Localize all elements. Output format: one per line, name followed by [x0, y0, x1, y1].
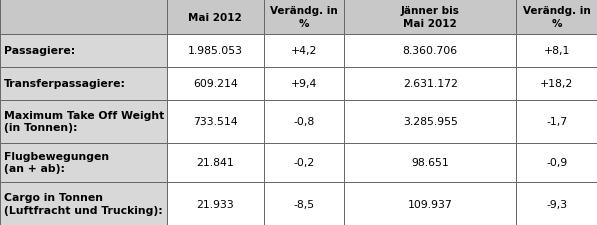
Bar [167, 100, 263, 143]
Text: 609.214: 609.214 [193, 79, 238, 89]
Text: -8,5: -8,5 [293, 199, 315, 209]
Text: 98.651: 98.651 [411, 158, 449, 168]
Bar [263, 0, 344, 35]
Text: Verändg. in
%: Verändg. in % [523, 6, 590, 29]
Text: 21.841: 21.841 [196, 158, 234, 168]
Bar [263, 68, 344, 100]
Text: Verändg. in
%: Verändg. in % [270, 6, 338, 29]
Bar [344, 182, 516, 225]
Text: +4,2: +4,2 [291, 46, 317, 56]
Bar [263, 35, 344, 68]
Text: Transferpassagiere:: Transferpassagiere: [4, 79, 125, 89]
Bar [167, 143, 263, 182]
Text: +9,4: +9,4 [291, 79, 317, 89]
Bar [344, 68, 516, 100]
Text: 109.937: 109.937 [408, 199, 453, 209]
Bar [344, 0, 516, 35]
Bar [0, 182, 167, 225]
Bar [0, 35, 167, 68]
Bar [263, 182, 344, 225]
Bar [263, 143, 344, 182]
Bar [516, 100, 597, 143]
Bar [167, 68, 263, 100]
Bar [516, 68, 597, 100]
Bar [516, 0, 597, 35]
Bar [167, 35, 263, 68]
Text: Maximum Take Off Weight
(in Tonnen):: Maximum Take Off Weight (in Tonnen): [4, 110, 164, 133]
Text: -0,8: -0,8 [293, 117, 315, 126]
Bar [344, 35, 516, 68]
Bar [0, 100, 167, 143]
Text: Passagiere:: Passagiere: [4, 46, 75, 56]
Text: -0,9: -0,9 [546, 158, 567, 168]
Bar [516, 35, 597, 68]
Text: 1.985.053: 1.985.053 [187, 46, 242, 56]
Text: 21.933: 21.933 [196, 199, 234, 209]
Bar [344, 143, 516, 182]
Bar [0, 0, 167, 35]
Text: Mai 2012: Mai 2012 [188, 12, 242, 22]
Bar [516, 182, 597, 225]
Text: -1,7: -1,7 [546, 117, 567, 126]
Text: 3.285.955: 3.285.955 [403, 117, 458, 126]
Text: +18,2: +18,2 [540, 79, 573, 89]
Bar [0, 143, 167, 182]
Text: Flugbewegungen
(an + ab):: Flugbewegungen (an + ab): [4, 151, 109, 174]
Text: 733.514: 733.514 [193, 117, 238, 126]
Bar [167, 182, 263, 225]
Bar [263, 100, 344, 143]
Text: -0,2: -0,2 [293, 158, 315, 168]
Bar [167, 0, 263, 35]
Text: Cargo in Tonnen
(Luftfracht und Trucking):: Cargo in Tonnen (Luftfracht und Trucking… [4, 192, 162, 215]
Bar [0, 68, 167, 100]
Bar [344, 100, 516, 143]
Bar [516, 143, 597, 182]
Text: -9,3: -9,3 [546, 199, 567, 209]
Text: 8.360.706: 8.360.706 [403, 46, 458, 56]
Text: 2.631.172: 2.631.172 [403, 79, 458, 89]
Text: Jänner bis
Mai 2012: Jänner bis Mai 2012 [401, 6, 460, 29]
Text: +8,1: +8,1 [543, 46, 570, 56]
